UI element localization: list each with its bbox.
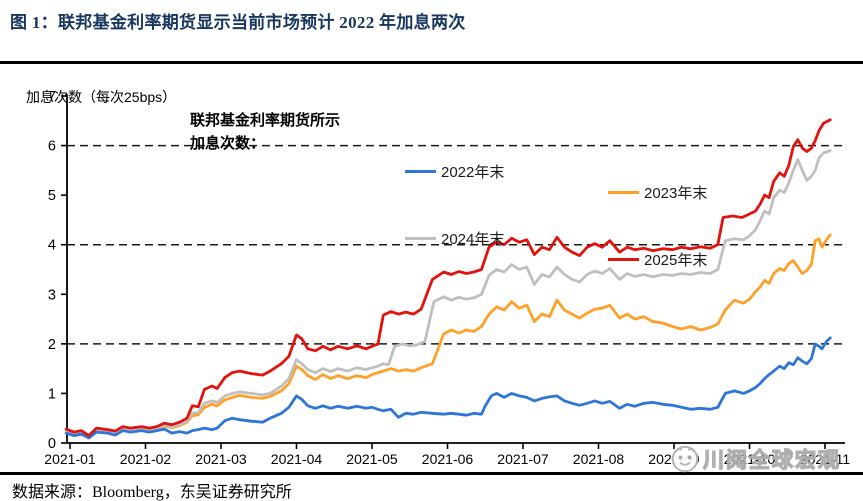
svg-text:2021-10: 2021-10 <box>724 451 776 467</box>
data-source-text: 数据来源：Bloomberg，东吴证券研究所 <box>12 484 292 501</box>
legend-label-2024: 2024年末 <box>441 230 505 248</box>
svg-text:1: 1 <box>48 386 56 402</box>
legend-label-2022: 2022年末 <box>441 163 505 181</box>
svg-text:3: 3 <box>48 287 56 303</box>
legend-item-2022: 2022年末 <box>405 161 863 182</box>
legend-item-2023: 2023年末 <box>608 182 863 203</box>
watermark: 川阅全球宏观 <box>670 444 841 474</box>
legend-line-2023-icon <box>608 190 639 194</box>
legend-item-2025: 2025年末 <box>608 249 863 270</box>
watermark-panda-logo-icon <box>671 445 699 473</box>
footer-divider <box>0 472 863 475</box>
svg-text:2021-05: 2021-05 <box>346 451 398 467</box>
legend-item-2024: 2024年末 <box>405 228 863 249</box>
chart-annotation: 联邦基金利率期货所示 加息次数： <box>190 109 863 155</box>
svg-text:4: 4 <box>48 238 56 254</box>
svg-text:2021-04: 2021-04 <box>271 451 323 467</box>
svg-text:0: 0 <box>48 436 56 452</box>
watermark-text: 川阅全球宏观 <box>702 448 841 472</box>
svg-text:2021-08: 2021-08 <box>573 451 625 467</box>
svg-text:2021-11: 2021-11 <box>800 451 851 467</box>
legend-label-2025: 2025年末 <box>644 251 708 269</box>
svg-text:2: 2 <box>48 337 56 353</box>
legend-line-2024-icon <box>405 236 436 240</box>
svg-text:2021-07: 2021-07 <box>497 451 549 467</box>
svg-text:2021-06: 2021-06 <box>422 451 474 467</box>
figure-title: 图 1：联邦基金利率期货显示当前市场预计 2022 年加息两次 <box>10 13 466 32</box>
legend-label-2023: 2023年末 <box>644 184 708 202</box>
svg-text:5: 5 <box>48 188 56 204</box>
title-divider <box>0 61 863 64</box>
legend-line-2025-icon <box>608 257 639 261</box>
legend-line-2022-icon <box>405 169 436 173</box>
svg-text:6: 6 <box>48 139 56 155</box>
svg-text:7: 7 <box>48 89 56 105</box>
annotation-line-1: 联邦基金利率期货所示 <box>190 111 341 129</box>
svg-text:2021-01: 2021-01 <box>44 451 96 467</box>
y-axis-label: 加息次数（每次25bps） <box>26 88 177 105</box>
annotation-line-2: 加息次数： <box>190 134 266 152</box>
svg-text:2021-02: 2021-02 <box>120 451 172 467</box>
svg-text:2021-03: 2021-03 <box>195 451 247 467</box>
